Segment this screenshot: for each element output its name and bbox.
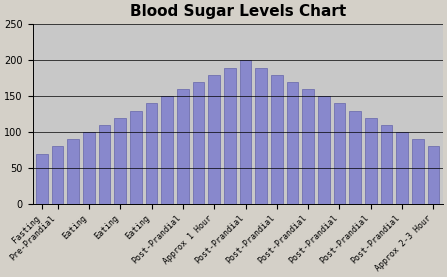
Bar [114,118,126,204]
Bar [99,125,110,204]
Bar [52,146,63,204]
Bar [208,75,220,204]
Bar [302,89,314,204]
Bar [130,111,142,204]
Bar [287,82,298,204]
Bar [193,82,204,204]
Bar [271,75,283,204]
Bar [412,139,424,204]
Bar [428,146,439,204]
Title: Blood Sugar Levels Chart: Blood Sugar Levels Chart [130,4,346,19]
Bar [318,96,330,204]
Bar [146,103,157,204]
Bar [36,153,48,204]
Bar [333,103,346,204]
Bar [240,60,251,204]
Bar [83,132,95,204]
Bar [177,89,189,204]
Bar [161,96,173,204]
Bar [67,139,79,204]
Bar [349,111,361,204]
Bar [396,132,408,204]
Bar [380,125,392,204]
Bar [224,68,236,204]
Bar [255,68,267,204]
Bar [365,118,377,204]
